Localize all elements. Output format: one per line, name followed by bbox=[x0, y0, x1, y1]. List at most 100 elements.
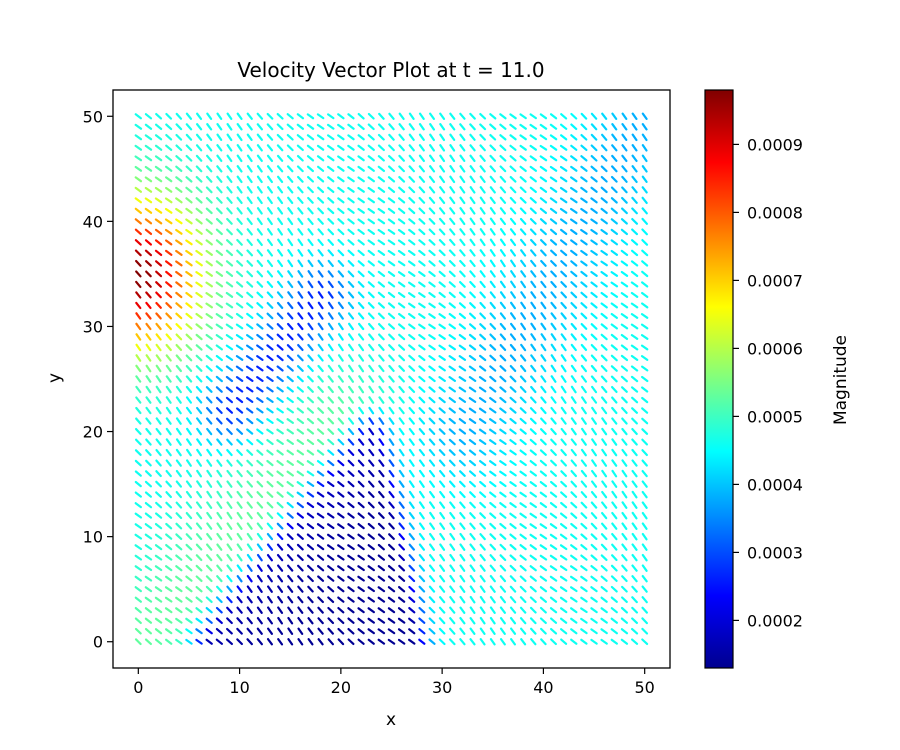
vector-arrow bbox=[306, 449, 315, 456]
vector-arrow bbox=[205, 239, 213, 246]
vector-arrow bbox=[398, 112, 405, 121]
vector-arrow bbox=[155, 343, 162, 352]
vector-arrow bbox=[175, 270, 183, 277]
vector-arrow bbox=[348, 396, 354, 404]
vector-arrow bbox=[621, 175, 628, 183]
vector-arrow bbox=[256, 154, 263, 162]
vector-arrow bbox=[519, 113, 527, 120]
vector-arrow bbox=[468, 449, 477, 456]
vector-arrow bbox=[631, 448, 638, 457]
vector-arrow bbox=[154, 617, 163, 624]
vector-arrow bbox=[267, 574, 273, 583]
vector-arrow bbox=[509, 134, 517, 141]
vector-arrow bbox=[134, 586, 142, 593]
vector-arrow bbox=[641, 449, 649, 457]
vector-arrow bbox=[226, 239, 233, 246]
vector-arrow bbox=[408, 469, 415, 478]
vector-arrow bbox=[358, 375, 365, 383]
vector-arrow bbox=[327, 385, 334, 394]
vector-arrow bbox=[540, 333, 547, 341]
vector-arrow bbox=[357, 260, 365, 267]
vector-arrow bbox=[296, 554, 304, 562]
vector-arrow bbox=[459, 259, 466, 267]
vector-arrow bbox=[570, 302, 578, 309]
vector-arrow bbox=[499, 564, 507, 572]
vector-arrow bbox=[175, 385, 182, 394]
vector-arrow bbox=[530, 301, 537, 310]
vector-arrow bbox=[185, 270, 193, 277]
vector-arrow bbox=[540, 280, 547, 289]
vector-arrow bbox=[155, 427, 162, 436]
vector-arrow bbox=[215, 606, 223, 614]
vector-arrow bbox=[438, 260, 446, 267]
vector-arrow bbox=[256, 144, 263, 152]
vector-arrow bbox=[276, 375, 284, 383]
vector-arrow bbox=[641, 186, 648, 194]
vector-arrow bbox=[276, 512, 284, 520]
vector-arrow bbox=[550, 396, 557, 404]
vector-arrow bbox=[246, 449, 254, 456]
vector-arrow bbox=[590, 396, 598, 404]
vector-arrow bbox=[469, 574, 476, 583]
vector-arrow bbox=[307, 238, 314, 247]
vector-arrow bbox=[439, 122, 446, 131]
vector-arrow bbox=[408, 554, 415, 562]
vector-arrow bbox=[388, 165, 395, 173]
vector-arrow bbox=[154, 249, 163, 256]
vector-arrow bbox=[458, 376, 467, 382]
vector-arrow bbox=[520, 343, 527, 352]
vector-arrow bbox=[438, 396, 446, 404]
vector-arrow bbox=[175, 323, 183, 330]
vector-arrow bbox=[134, 207, 142, 214]
vector-arrow bbox=[377, 133, 385, 141]
vector-arrow bbox=[469, 470, 477, 477]
vector-arrow bbox=[580, 323, 588, 330]
vector-arrow bbox=[519, 155, 527, 162]
vector-arrow bbox=[226, 196, 233, 204]
vector-arrow bbox=[175, 596, 183, 603]
vector-arrow bbox=[600, 522, 608, 530]
vector-arrow bbox=[631, 122, 638, 131]
vector-arrow bbox=[418, 207, 426, 215]
vector-arrow bbox=[195, 312, 203, 319]
vector-arrow bbox=[580, 155, 588, 162]
vector-arrow bbox=[499, 228, 506, 236]
vector-arrow bbox=[236, 532, 243, 541]
vector-arrow bbox=[317, 407, 325, 414]
vector-arrow bbox=[489, 196, 496, 204]
vector-arrow bbox=[560, 270, 568, 278]
vector-arrow bbox=[226, 186, 233, 194]
vector-arrow bbox=[600, 154, 608, 162]
vector-arrow bbox=[144, 533, 153, 540]
vector-arrow bbox=[469, 270, 476, 278]
vector-arrow bbox=[600, 375, 608, 383]
vector-arrow bbox=[550, 459, 558, 467]
vector-arrow bbox=[550, 638, 558, 646]
vector-arrow bbox=[205, 175, 213, 183]
vector-arrow bbox=[641, 428, 649, 435]
vector-arrow bbox=[337, 165, 345, 172]
vector-arrow bbox=[144, 491, 152, 498]
vector-arrow bbox=[358, 417, 365, 425]
vector-arrow bbox=[378, 512, 385, 520]
vector-arrow bbox=[408, 260, 416, 267]
vector-arrow bbox=[469, 491, 476, 498]
vector-arrow bbox=[277, 259, 284, 268]
vector-arrow bbox=[154, 533, 163, 540]
vector-arrow bbox=[641, 543, 648, 551]
vector-arrow bbox=[266, 491, 274, 498]
vector-arrow bbox=[550, 270, 557, 278]
vector-arrow bbox=[479, 501, 487, 509]
vector-arrow bbox=[175, 144, 183, 152]
vector-arrow bbox=[590, 302, 598, 309]
vector-arrow bbox=[398, 490, 405, 499]
vector-arrow bbox=[438, 617, 446, 625]
vector-arrow bbox=[297, 280, 304, 289]
vector-arrow bbox=[469, 522, 476, 530]
vector-arrow bbox=[276, 123, 284, 131]
vector-arrow bbox=[611, 133, 618, 141]
vector-arrow bbox=[640, 302, 649, 309]
vector-arrow bbox=[418, 417, 426, 425]
vector-arrow bbox=[469, 553, 476, 562]
vector-arrow bbox=[559, 144, 568, 151]
